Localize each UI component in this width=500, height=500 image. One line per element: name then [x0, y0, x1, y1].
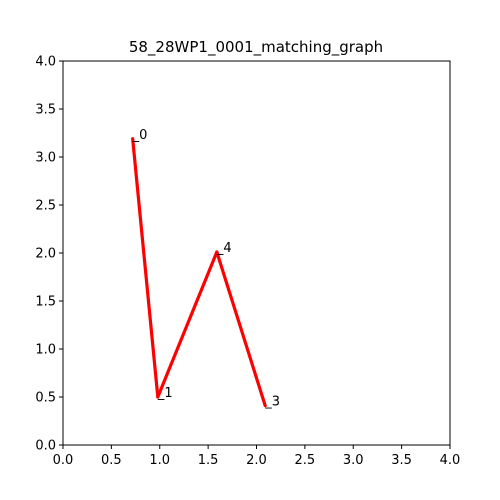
y-axis: 0.0 0.5 1.0 1.5 2.0 2.5 3.0 3.5 4.0	[35, 55, 63, 454]
x-tick-label: 1.0	[149, 453, 170, 468]
y-tick-label: 0.0	[35, 439, 56, 454]
y-tick-label: 2.5	[35, 199, 56, 214]
y-tick-label: 2.0	[35, 247, 56, 262]
x-tick-label: 2.5	[295, 453, 316, 468]
x-axis: 0.0 0.5 1.0 1.5 2.0 2.5 3.0 3.5 4.0	[53, 445, 461, 468]
y-tick-label: 1.0	[35, 343, 56, 358]
y-tick-label: 3.0	[35, 151, 56, 166]
x-tick-label: 1.5	[198, 453, 219, 468]
x-tick-label: 0.0	[53, 453, 74, 468]
plot-frame	[62, 60, 451, 446]
x-tick-label: 0.5	[101, 453, 122, 468]
node-label: _4	[216, 241, 232, 256]
x-tick-label: 3.0	[343, 453, 364, 468]
node-label: _3	[264, 395, 280, 410]
y-tick-label: 1.5	[35, 295, 56, 310]
y-tick-label: 3.5	[35, 103, 56, 118]
chart-title: 58_28WP1_0001_matching_graph	[129, 38, 383, 57]
x-tick-label: 4.0	[440, 453, 461, 468]
y-tick-label: 0.5	[35, 391, 56, 406]
graph-edge	[156, 250, 219, 399]
node-label: _0	[132, 128, 148, 143]
edges-layer	[131, 137, 267, 408]
x-tick-label: 3.5	[391, 453, 412, 468]
y-tick-label: 4.0	[35, 55, 56, 70]
node-label: _1	[157, 386, 173, 401]
graph-edge	[131, 137, 160, 399]
node-labels-layer: _0 _1 _4 _3	[132, 128, 280, 410]
x-tick-label: 2.0	[246, 453, 267, 468]
graph-edge	[215, 250, 267, 408]
